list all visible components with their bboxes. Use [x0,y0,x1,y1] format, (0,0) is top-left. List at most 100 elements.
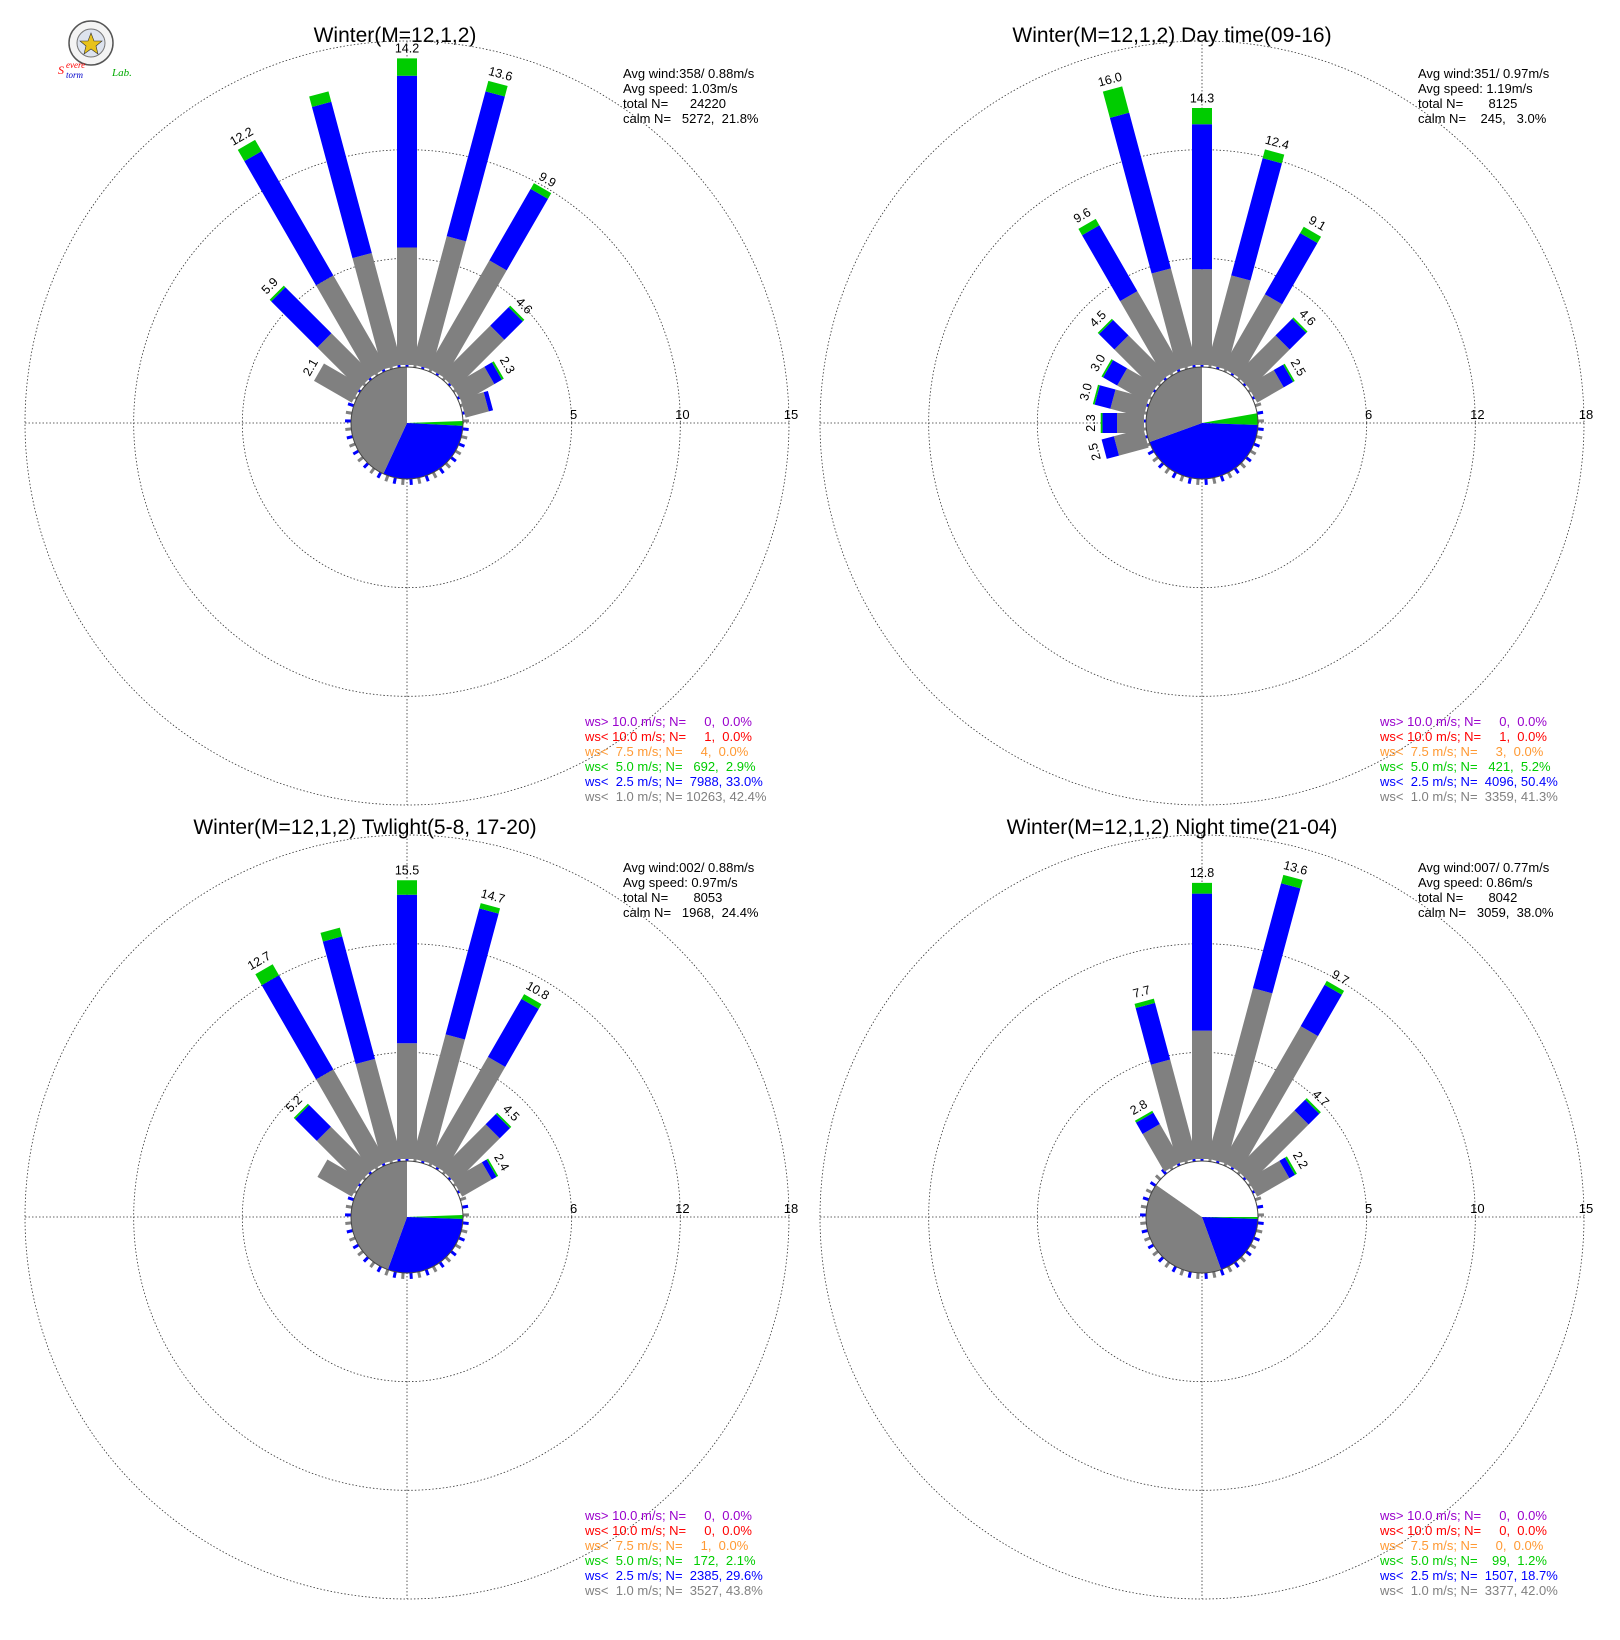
ring-label: 15 [1579,1201,1593,1216]
wind-rose-panel: Winter(M=12,1,2) Day time(09-16) 6 12 18 3.0… [819,24,1593,806]
minor-direction-tick [1157,1256,1165,1263]
minor-direction-tick [458,1236,466,1242]
calm-pie-slice [350,1161,407,1270]
direction-bar-segment [317,333,374,390]
logo-text-s: S [58,63,64,77]
direction-bar-segment [508,305,525,322]
minor-direction-tick [438,1261,445,1269]
minor-direction-tick [1164,1261,1171,1269]
logo-star-icon [79,32,103,55]
minor-direction-tick [1219,1269,1225,1276]
direction-bar-segment [1279,1157,1296,1179]
direction-bar-segment [1101,359,1114,378]
direction-bar-segment [293,1103,310,1120]
direction-bar-segment [352,252,402,370]
direction-bar-segment [316,1069,387,1172]
minor-direction-tick [1212,1271,1217,1278]
stat-line: Avg speed: 0.97m/s [623,875,738,890]
stat-line: total N= 8042 [1418,890,1517,905]
minor-direction-tick [444,462,452,469]
direction-bar-segment [261,975,334,1080]
minor-direction-tick [1187,477,1192,484]
direction-bar-segment [320,927,343,942]
calm-pie-slice [387,1217,463,1274]
direction-bar-segment [1103,360,1128,386]
direction-bar-segment [1078,218,1100,236]
legend-entry: ws< 10.0 m/s; N= 0, 0.0% [1379,1523,1547,1538]
minor-direction-tick [444,1256,452,1263]
logo-text-severe: evere [66,60,85,70]
direction-bar-segment [1100,413,1103,433]
ring-label: 10 [675,407,689,422]
direction-bar-segment [1192,124,1212,270]
minor-direction-tick [1179,1269,1185,1276]
minor-direction-tick [1249,1243,1257,1250]
legend-entry: ws> 10.0 m/s; N= 0, 0.0% [584,714,752,729]
direction-bar-segment [1262,149,1285,164]
direction-bar-segment [1207,988,1273,1164]
calm-pie-slice [407,367,463,423]
legend-entry: ws< 10.0 m/s; N= 1, 0.0% [1379,729,1547,744]
minor-direction-tick [384,1269,390,1276]
direction-bar-segment [1117,368,1157,403]
minor-direction-tick [1254,402,1262,408]
minor-direction-tick [1160,1168,1168,1176]
stat-line: total N= 24220 [623,96,726,111]
minor-direction-tick [461,1204,469,1209]
minor-direction-tick [1152,456,1159,463]
minor-direction-tick [431,1265,438,1273]
legend-entry: ws< 2.5 m/s; N= 1507, 18.7% [1379,1568,1558,1583]
minor-direction-tick [450,1250,457,1257]
direction-bar-segment [271,287,332,348]
legend-entry: ws< 2.5 m/s; N= 7988, 33.0% [584,774,763,789]
direction-bar-segment [1082,225,1138,302]
ring-label: 5 [570,407,577,422]
direction-bar-segment [397,75,417,248]
direction-bar-segment [397,1043,417,1159]
minor-direction-tick [462,427,469,431]
direction-bar-segment [484,362,502,385]
stat-line: calm N= 3059, 38.0% [1418,905,1554,920]
minor-direction-tick [462,1221,469,1225]
direction-bar-segment [269,285,286,302]
minor-direction-tick [384,475,390,482]
minor-direction-tick [346,435,354,440]
direction-bar-segment [1300,226,1322,244]
direction-bar-segment [1109,112,1171,274]
direction-bar-segment [317,1159,362,1197]
minor-direction-tick [1253,1236,1261,1242]
direction-bar-segment [1300,984,1342,1037]
direction-bar-segment [1120,291,1182,378]
direction-bar-segment [445,908,499,1040]
minor-direction-tick [1149,1181,1157,1187]
direction-bar-segment [313,363,362,403]
logo-text-lab: Lab. [111,67,132,79]
bar-value-label: 14.3 [1190,91,1214,105]
minor-direction-tick [362,462,370,469]
stat-line: total N= 8053 [623,890,722,905]
minor-direction-tick [1142,1196,1150,1202]
direction-bar-segment [1283,363,1295,382]
logo-text-storm: torm [66,70,84,80]
minor-direction-tick [362,1256,370,1263]
ring-label: 15 [784,407,798,422]
chart-title: Winter(M=12,1,2) [314,24,477,47]
direction-bar-segment [427,1056,506,1172]
minor-direction-tick [417,1271,422,1278]
legend-entry: ws< 7.5 m/s; N= 4, 0.0% [584,744,749,759]
direction-bar-segment [1117,413,1144,433]
minor-direction-tick [417,477,422,484]
calm-pie-outline [350,1160,464,1274]
direction-bar-segment [397,894,417,1044]
stat-line: calm N= 245, 3.0% [1418,111,1547,126]
minor-direction-tick [454,1243,462,1250]
direction-bar-segment [1235,1110,1309,1184]
wind-rose-panel: Winter(M=12,1,2) Twlight(5-8, 17-20) 6 12 1… [24,816,798,1600]
ring-label: 12 [675,1201,689,1216]
minor-direction-tick [1245,1250,1252,1257]
minor-direction-tick [1145,1188,1153,1194]
direction-bar-segment [316,1126,374,1184]
direction-bar-segment [412,236,467,370]
minor-direction-tick [458,442,466,448]
